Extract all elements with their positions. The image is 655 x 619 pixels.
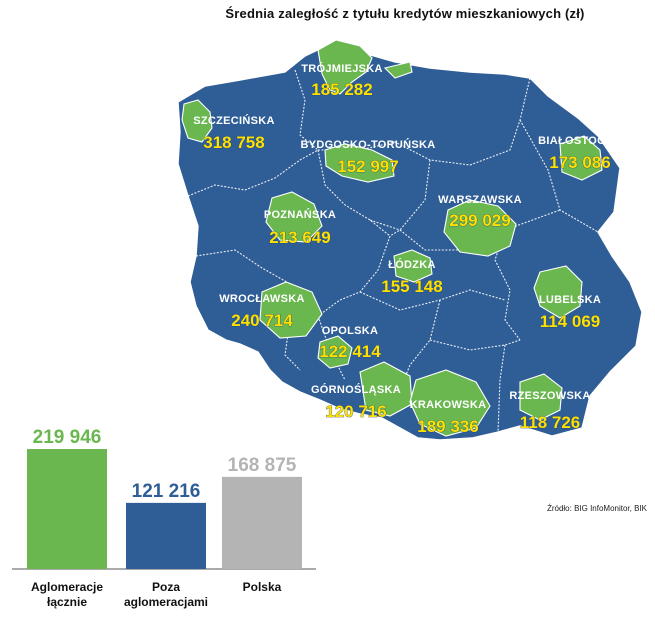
region-name-lodzka: ŁÓDZKA (388, 258, 436, 271)
region-value-trojmiejska: 185 282 (311, 80, 372, 99)
bar (27, 449, 107, 569)
region-value-bydgosko-torunska: 152 997 (337, 157, 398, 176)
agglomeration-wroclawska (259, 281, 323, 339)
bar-category-label: łącznie (47, 595, 87, 609)
region-name-bydgosko-torunska: BYDGOSKO-TORUŃSKA (300, 138, 435, 151)
chart-title: Średnia zaległość z tytułu kredytów mies… (225, 6, 585, 21)
agglomeration-bialostocka (559, 135, 603, 181)
region-value-krakowska: 189 336 (417, 417, 478, 436)
agglomeration-poznanska (265, 191, 323, 243)
region-name-krakowska: KRAKOWSKA (410, 399, 487, 411)
region-name-opolska: OPOLSKA (322, 325, 379, 337)
bar-value-label: 168 875 (228, 455, 297, 476)
region-value-lubelska: 114 069 (540, 312, 601, 331)
region-name-wroclawska: WROCŁAWSKA (219, 293, 305, 305)
region-name-lubelska: LUBELSKA (539, 294, 601, 306)
agglomeration-krakowska (409, 369, 491, 437)
region-value-rzeszowska: 118 726 (520, 413, 581, 432)
region-value-szczecinska: 318 758 (203, 133, 264, 152)
bar-value-label: 121 216 (132, 481, 201, 502)
region-name-trojmiejska: TRÓJMIEJSKA (301, 62, 383, 75)
bar-category-label: aglomeracjami (124, 595, 208, 609)
region-name-poznanska: POZNAŃSKA (264, 208, 336, 221)
agglomeration-szczecinska (181, 99, 213, 143)
bar (222, 476, 302, 569)
bar-category-label: Polska (243, 580, 282, 594)
agglomeration-warszawska (443, 199, 517, 257)
agglomeration-rzeszowska (519, 373, 563, 421)
region-name-gornoslaska: GÓRNOŚLĄSKA (311, 383, 401, 396)
region-value-warszawska: 299 029 (449, 211, 510, 230)
agglomeration-lubelska (533, 265, 583, 319)
bar-value-label: 219 946 (33, 427, 102, 448)
region-value-bialostocka: 173 086 (549, 153, 610, 172)
region-name-warszawska: WARSZAWSKA (438, 194, 522, 206)
source-note: Źródło: BIG InfoMonitor, BIK (546, 504, 647, 513)
region-value-wroclawska: 240 714 (231, 311, 293, 330)
agglomeration-bydgosko-torunska (324, 143, 395, 183)
agglomeration-trojmiejska (317, 39, 413, 95)
region-value-lodzka: 155 148 (381, 277, 442, 296)
bar-category-label: Poza (152, 580, 180, 594)
bar-category-label: Aglomeracje (31, 580, 103, 594)
region-value-opolska: 122 414 (319, 342, 381, 361)
agglomeration-opolska (317, 335, 353, 369)
poland-map: TRÓJMIEJSKA 185 282 SZCZECIŃSKA 318 758 … (177, 39, 643, 440)
region-name-bialostocka: BIAŁOSTOCKA (538, 135, 622, 147)
region-name-szczecinska: SZCZECIŃSKA (193, 114, 275, 127)
poland-outline (177, 43, 643, 440)
bar (126, 502, 206, 569)
region-value-gornoslaska: 120 716 (325, 402, 386, 421)
agglomeration-lodzka (393, 249, 433, 283)
region-name-rzeszowska: RZESZOWSKA (509, 390, 590, 402)
agglomeration-areas (181, 39, 603, 437)
region-value-poznanska: 213 649 (269, 228, 330, 247)
